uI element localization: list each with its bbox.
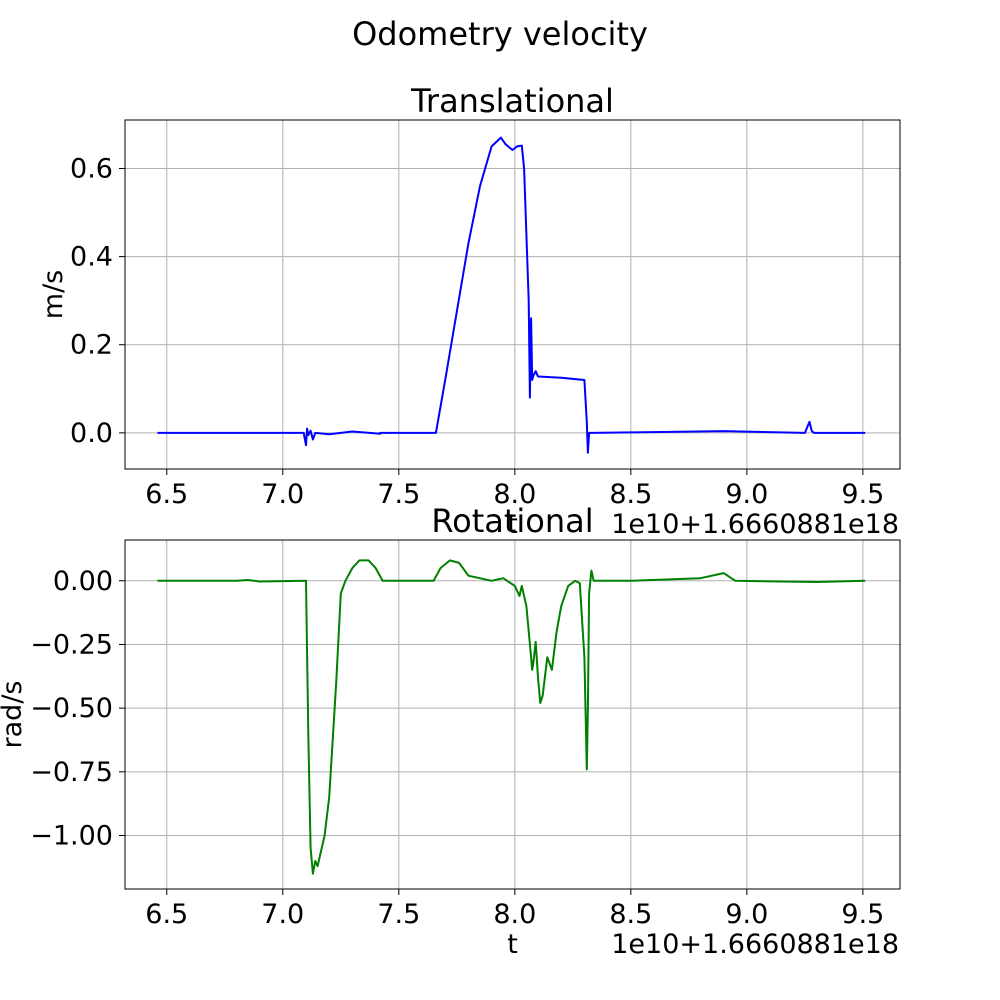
translational-series: [157, 136, 866, 454]
rotational-xtick-label: 6.5: [145, 899, 188, 930]
translational-axes-frame: [124, 119, 901, 470]
translational-xtick-label: 7.0: [261, 479, 304, 510]
rotational-yticks: 0.00 −0.25 −0.50 −0.75 −1.00: [30, 566, 125, 852]
translational-ytick-label: 0.6: [70, 153, 113, 184]
translational-xlabel: t: [507, 509, 518, 540]
translational-ytick-label: 0.2: [70, 330, 113, 361]
translational-xticks: 6.5 7.0 7.5 8.0 8.5 9.0 9.5: [145, 469, 884, 510]
rotational-xtick-label: 8.5: [609, 899, 652, 930]
translational-series-line: [157, 136, 866, 454]
translational-ylabel: m/s: [38, 270, 69, 319]
translational-x-offset: 1e10+1.6660881e18: [611, 509, 899, 540]
translational-title: Translational: [410, 82, 614, 120]
translational-xtick-label: 8.5: [609, 479, 652, 510]
rotational-series-line: [157, 559, 866, 875]
translational-xtick-label: 6.5: [145, 479, 188, 510]
rotational-xtick-label: 8.0: [493, 899, 536, 930]
rotational-xticks: 6.5 7.0 7.5 8.0 8.5 9.0 9.5: [145, 889, 884, 930]
translational-xtick-label: 9.5: [841, 479, 884, 510]
translational-ytick-label: 0.0: [70, 418, 113, 449]
rotational-ytick-label: 0.00: [53, 566, 113, 597]
rotational-x-offset: 1e10+1.6660881e18: [611, 929, 899, 960]
subplot-translational: Translational 6.5 7.0 7.5 8.0 8.5 9.0 9.5 0.00…: [38, 82, 901, 540]
translational-xtick-label: 9.0: [725, 479, 768, 510]
rotational-ytick-label: −0.25: [30, 629, 113, 660]
rotational-title: Rotational: [431, 502, 593, 540]
rotational-ylabel: rad/s: [0, 681, 28, 749]
rotational-ytick-label: −0.75: [30, 757, 113, 788]
rotational-axes-frame: [124, 539, 901, 890]
translational-xtick-label: 8.0: [493, 479, 536, 510]
translational-xtick-label: 7.5: [377, 479, 420, 510]
rotational-xtick-label: 7.0: [261, 899, 304, 930]
translational-ytick-label: 0.4: [70, 242, 113, 273]
rotational-xlabel: t: [507, 929, 518, 960]
rotational-xtick-label: 7.5: [377, 899, 420, 930]
rotational-xtick-label: 9.5: [841, 899, 884, 930]
figure-suptitle: Odometry velocity: [352, 15, 648, 53]
rotational-ytick-label: −0.50: [30, 693, 113, 724]
translational-yticks: 0.0 0.2 0.4 0.6: [70, 153, 125, 449]
rotational-ytick-label: −1.00: [30, 821, 113, 852]
rotational-series: [157, 559, 866, 875]
subplot-rotational: 6.5 7.0 7.5 8.0 8.5 9.0 9.5 0.00 −0.25 −0.50 −0.7…: [0, 502, 901, 960]
rotational-xtick-label: 9.0: [725, 899, 768, 930]
